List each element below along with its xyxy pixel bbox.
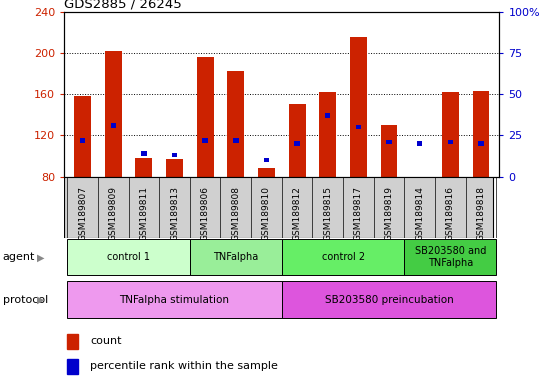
Bar — [67, 334, 78, 349]
Bar — [319, 92, 336, 177]
Text: GSM189815: GSM189815 — [323, 186, 332, 241]
Bar — [282, 281, 497, 318]
Bar — [233, 138, 238, 142]
Bar — [381, 125, 397, 177]
Text: GSM189809: GSM189809 — [109, 186, 118, 241]
Text: GSM189817: GSM189817 — [354, 186, 363, 241]
Bar — [295, 141, 300, 146]
Bar — [258, 168, 275, 177]
Bar — [74, 96, 91, 177]
Bar — [67, 359, 78, 374]
Bar — [172, 153, 177, 157]
Text: control 2: control 2 — [321, 252, 365, 262]
Text: control 1: control 1 — [107, 252, 150, 262]
Bar — [448, 140, 453, 144]
Text: ▶: ▶ — [37, 252, 45, 262]
Text: count: count — [90, 336, 122, 346]
Bar — [203, 138, 208, 142]
Text: GSM189813: GSM189813 — [170, 186, 179, 241]
Bar — [350, 37, 367, 177]
Text: GSM189811: GSM189811 — [140, 186, 148, 241]
Bar — [325, 113, 330, 118]
Text: GSM189812: GSM189812 — [292, 186, 302, 241]
Bar — [478, 141, 484, 146]
Bar — [141, 151, 147, 156]
Bar — [282, 239, 405, 275]
Bar — [228, 71, 244, 177]
Text: GSM189814: GSM189814 — [415, 186, 424, 241]
Text: protocol: protocol — [3, 295, 48, 305]
Bar — [190, 239, 282, 275]
Bar — [67, 239, 190, 275]
Text: GSM189810: GSM189810 — [262, 186, 271, 241]
Text: GSM189816: GSM189816 — [446, 186, 455, 241]
Text: GSM189807: GSM189807 — [78, 186, 87, 241]
Bar — [136, 158, 152, 177]
Bar — [67, 281, 282, 318]
Text: GSM189806: GSM189806 — [201, 186, 210, 241]
Text: SB203580 preincubation: SB203580 preincubation — [325, 295, 454, 305]
Bar — [355, 125, 361, 129]
Text: GDS2885 / 26245: GDS2885 / 26245 — [64, 0, 182, 10]
Bar — [442, 92, 459, 177]
Bar — [264, 158, 269, 162]
Bar — [417, 141, 422, 146]
Bar — [110, 123, 116, 128]
Bar — [197, 57, 214, 177]
Bar — [473, 91, 489, 177]
Text: ▶: ▶ — [37, 295, 45, 305]
Text: GSM189818: GSM189818 — [477, 186, 485, 241]
Bar — [166, 159, 183, 177]
Text: GSM189819: GSM189819 — [384, 186, 393, 241]
Text: SB203580 and
TNFalpha: SB203580 and TNFalpha — [415, 247, 486, 268]
Bar — [288, 104, 306, 177]
Text: percentile rank within the sample: percentile rank within the sample — [90, 361, 278, 371]
Bar — [105, 51, 122, 177]
Text: agent: agent — [3, 252, 35, 262]
Text: GSM189808: GSM189808 — [232, 186, 240, 241]
Text: TNFalpha: TNFalpha — [213, 252, 258, 262]
Bar — [405, 239, 497, 275]
Bar — [80, 138, 85, 142]
Text: TNFalpha stimulation: TNFalpha stimulation — [119, 295, 229, 305]
Bar — [386, 140, 392, 144]
